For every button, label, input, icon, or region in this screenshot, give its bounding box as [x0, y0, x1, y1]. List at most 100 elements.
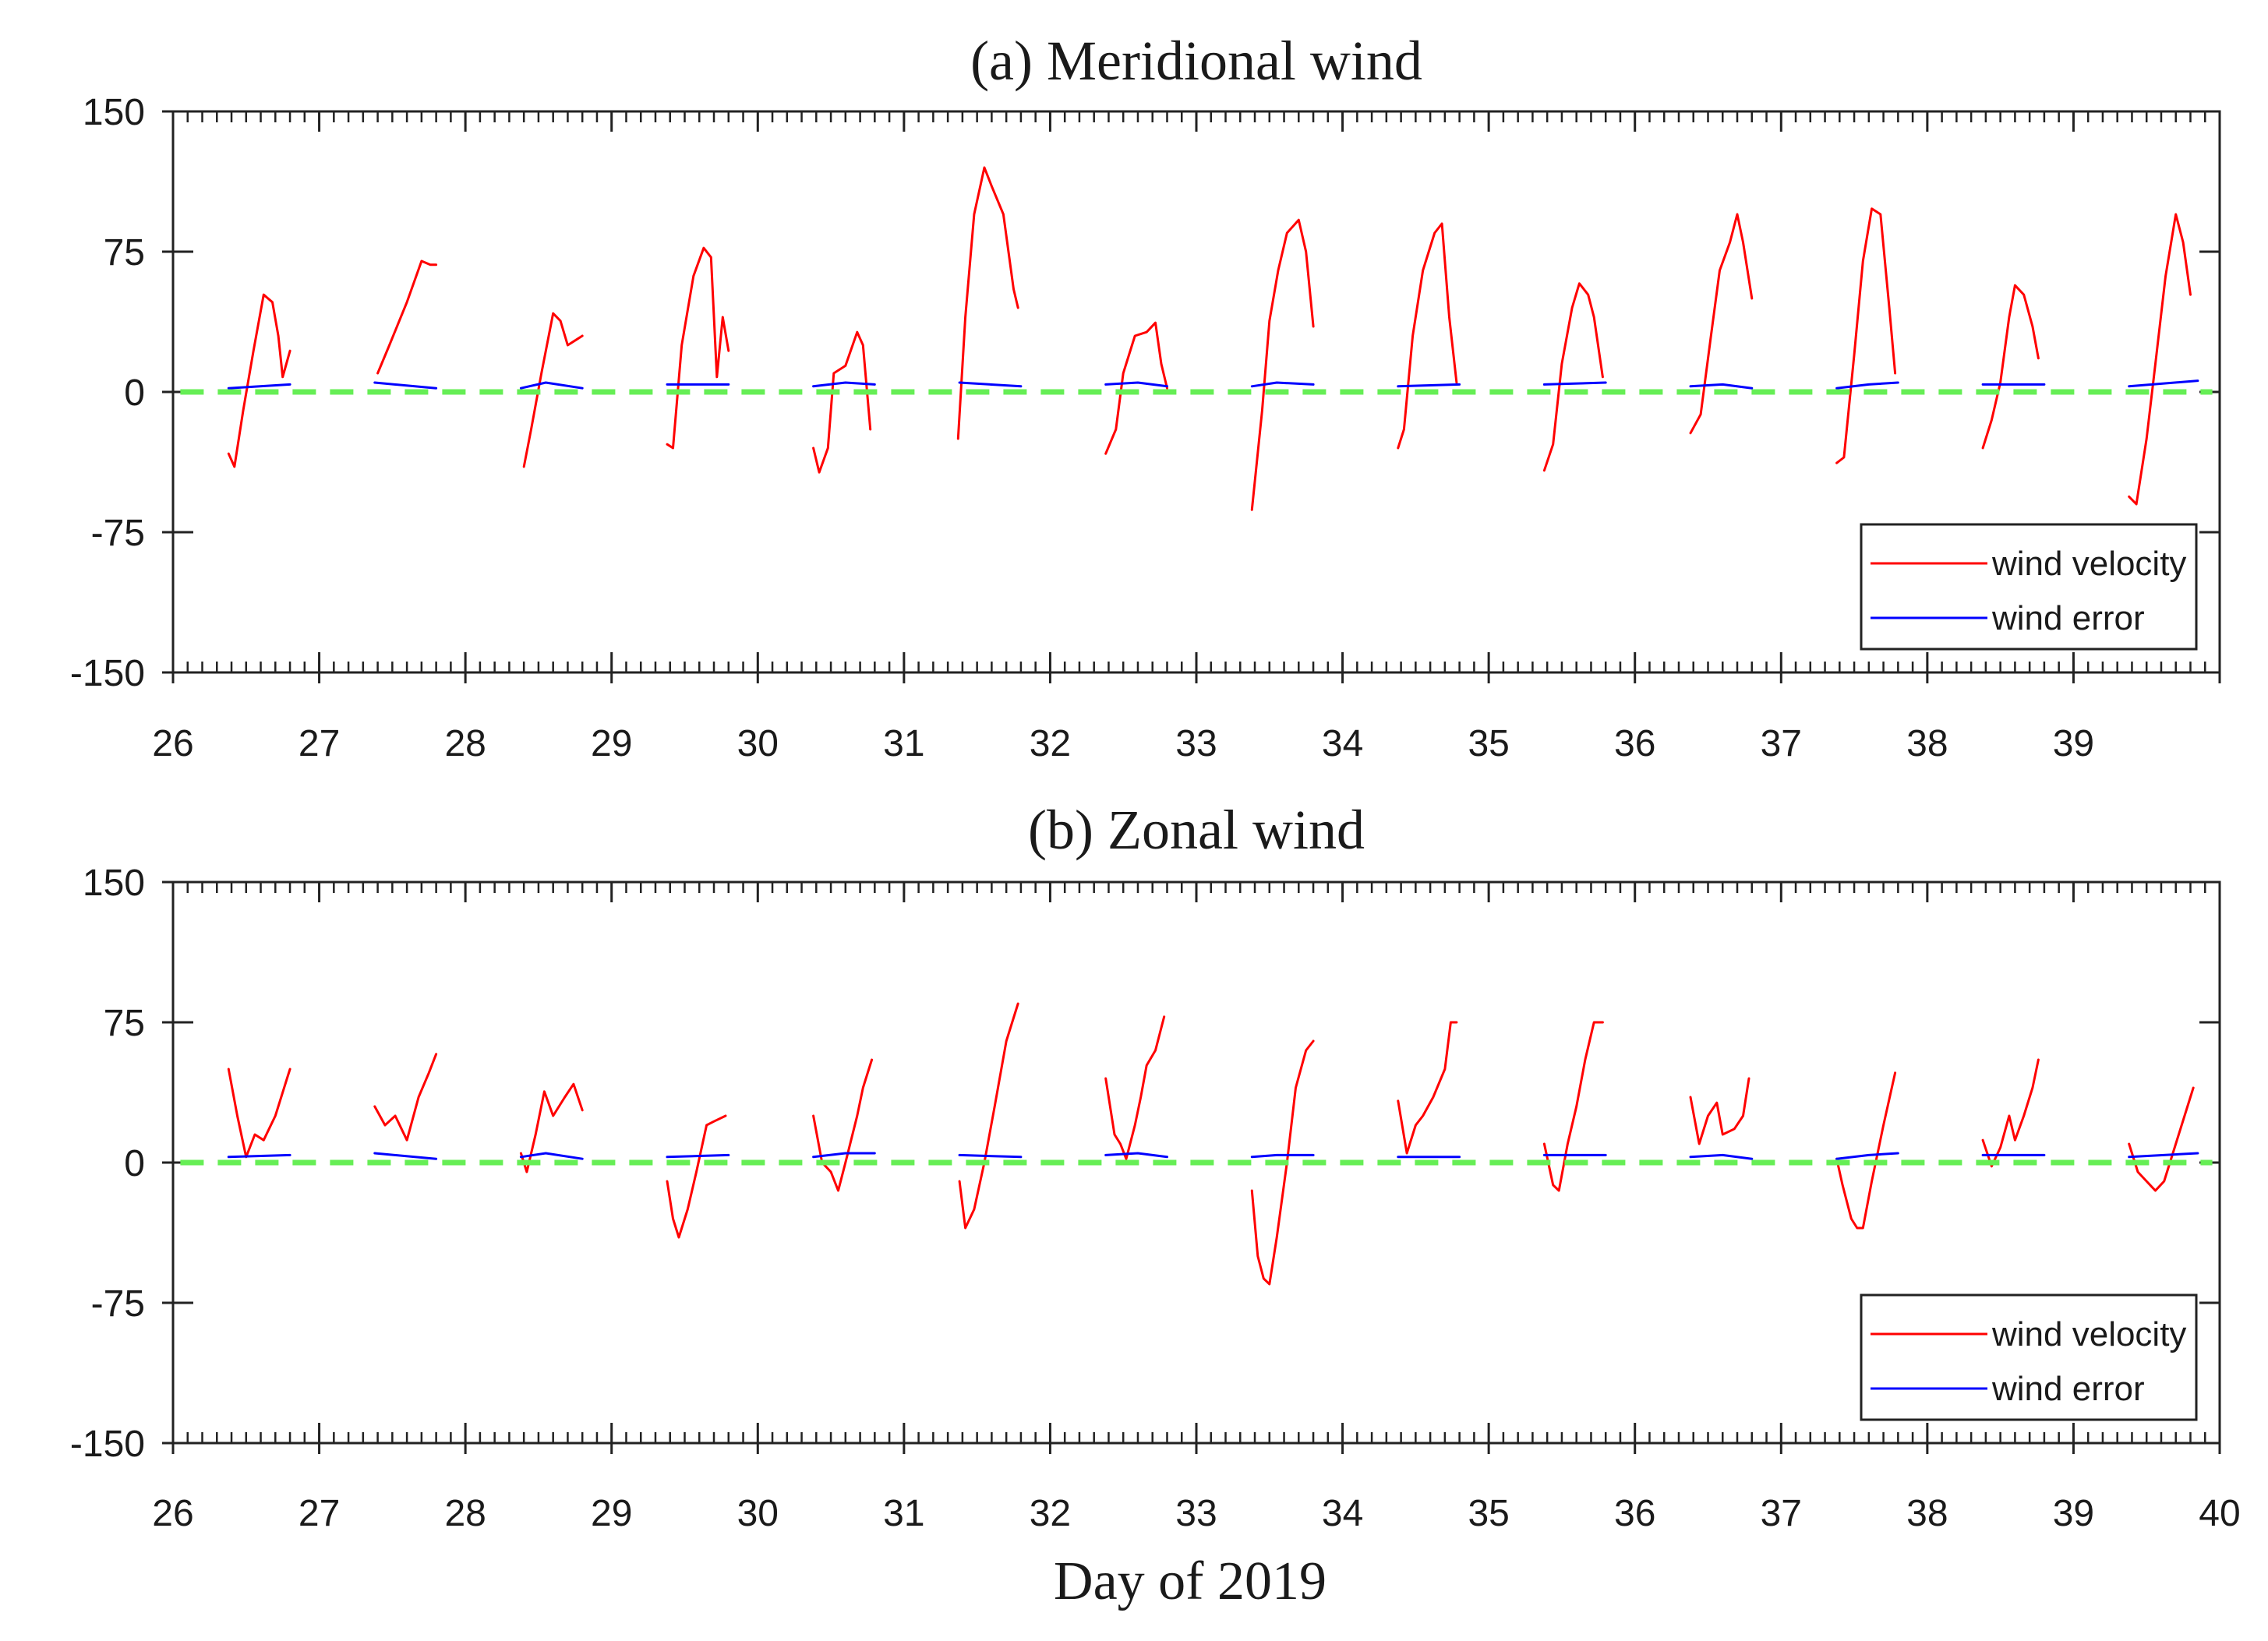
chart-title: (b) Zonal wind: [1028, 799, 1365, 861]
velocity-segment: [1835, 207, 1897, 464]
x-tick-label: 27: [299, 723, 340, 764]
plot-frame: [171, 880, 2221, 1445]
legend-label-velocity: wind velocity: [1991, 1315, 2186, 1353]
y-tick-label: 75: [104, 1003, 145, 1044]
chart-title: (a) Meridional wind: [970, 30, 1422, 92]
x-tick-label: 35: [1468, 723, 1509, 764]
x-tick-label: 35: [1468, 1493, 1509, 1534]
velocity-segment: [522, 312, 584, 468]
velocity-segment: [1397, 1021, 1458, 1155]
error-segment: [519, 1152, 584, 1160]
x-tick-label: 40: [2199, 1493, 2240, 1534]
error-segment: [1250, 1153, 1315, 1159]
error-segment: [1397, 383, 1461, 388]
y-tick-label: 150: [83, 863, 145, 904]
x-tick-label: 39: [2053, 723, 2094, 764]
x-tick-label: 30: [737, 1493, 779, 1534]
x-tick-label: 39: [2053, 1493, 2094, 1534]
y-tick-label: 0: [124, 1143, 145, 1184]
error-segment: [1104, 381, 1168, 388]
x-tick-label: 33: [1175, 723, 1217, 764]
velocity-segment: [956, 166, 1019, 440]
legend-label-error: wind error: [1991, 599, 2145, 637]
error-segment: [1542, 381, 1607, 386]
x-tick-label: 34: [1322, 1493, 1363, 1534]
error-segment: [227, 383, 291, 390]
x-tick-label: 26: [152, 723, 193, 764]
legend-box: [1860, 523, 2198, 651]
velocity-segment: [376, 259, 438, 375]
plot-frame: [171, 110, 2221, 674]
error-segment: [373, 381, 438, 390]
x-tick-label: 27: [299, 1493, 340, 1534]
y-tick-label: 0: [124, 372, 145, 414]
x-tick-label: 33: [1175, 1493, 1217, 1534]
error-segment: [1689, 383, 1754, 390]
velocity-segment: [1981, 284, 2040, 450]
x-tick-label: 38: [1906, 723, 1948, 764]
velocity-segment: [2128, 1086, 2195, 1192]
x-tick-label: 37: [1761, 1493, 1802, 1534]
velocity-segment: [1689, 213, 1754, 435]
velocity-segment: [2128, 213, 2192, 506]
velocity-segment: [666, 246, 730, 450]
velocity-segment: [1250, 218, 1315, 511]
error-segment: [812, 1152, 876, 1159]
error-segment: [812, 381, 876, 388]
y-tick-label: -150: [70, 1424, 145, 1465]
x-tick-label: 31: [883, 723, 924, 764]
error-segment: [1835, 1152, 1899, 1160]
error-segment: [666, 1153, 730, 1159]
x-tick-label: 32: [1030, 1493, 1071, 1534]
velocity-segment: [1835, 1071, 1897, 1230]
y-tick-label: 75: [104, 232, 145, 274]
error-segment: [2128, 379, 2199, 388]
legend-label-velocity: wind velocity: [1991, 545, 2186, 583]
error-segment: [1689, 1153, 1754, 1160]
x-tick-label: 32: [1030, 723, 1071, 764]
x-tick-label: 29: [591, 1493, 632, 1534]
x-tick-label: 28: [444, 1493, 486, 1534]
velocity-segment: [227, 293, 291, 468]
y-tick-label: 150: [83, 92, 145, 133]
error-segment: [519, 381, 584, 390]
error-segment: [1104, 1152, 1168, 1159]
x-tick-label: 30: [737, 723, 779, 764]
velocity-segment: [227, 1068, 291, 1159]
x-tick-label: 34: [1322, 723, 1363, 764]
x-tick-label: 28: [444, 723, 486, 764]
velocity-segment: [1250, 1039, 1315, 1286]
x-tick-label: 37: [1761, 723, 1802, 764]
major-ticks: [162, 880, 2221, 1454]
error-segment: [958, 1153, 1023, 1159]
x-tick-label: 38: [1906, 1493, 1948, 1534]
error-segment: [373, 1152, 438, 1160]
x-tick-label: 36: [1614, 723, 1655, 764]
x-axis-label: Day of 2019: [1054, 1551, 1327, 1611]
error-segment: [227, 1153, 291, 1159]
major-ticks: [162, 110, 2221, 683]
legend-box: [1860, 1293, 2198, 1421]
x-tick-label: 36: [1614, 1493, 1655, 1534]
error-segment: [958, 381, 1023, 388]
y-tick-label: -75: [91, 1283, 145, 1325]
velocity-segment: [1397, 222, 1458, 450]
y-tick-label: -75: [91, 513, 145, 554]
velocity-segment: [666, 1114, 727, 1239]
x-tick-label: 26: [152, 1493, 193, 1534]
panel-zonal-wind: (b) Zonal wind 26 27 28 29 30 31 32 33 34 35 36 37 38…: [70, 799, 2241, 1534]
velocity-segment: [1542, 282, 1604, 472]
y-tick-label: -150: [70, 653, 145, 694]
error-segment: [1835, 381, 1899, 390]
velocity-segment: [373, 1053, 438, 1142]
error-segment: [1250, 381, 1315, 388]
velocity-segment: [1689, 1077, 1750, 1145]
error-segment: [2128, 1152, 2199, 1159]
velocity-segment: [519, 1082, 584, 1173]
legend-label-error: wind error: [1991, 1370, 2145, 1408]
velocity-segment: [1104, 321, 1168, 455]
velocity-segment: [812, 330, 872, 474]
x-tick-label: 29: [591, 723, 632, 764]
velocity-segment: [1542, 1021, 1604, 1192]
